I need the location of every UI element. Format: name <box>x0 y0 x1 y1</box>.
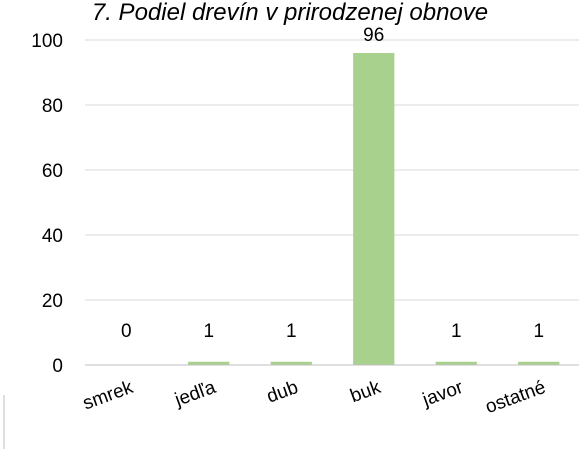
data-label-ostatné: 1 <box>533 321 544 342</box>
bar-javor <box>435 361 477 365</box>
x-tick-label-ostatné: ostatné <box>483 377 549 418</box>
x-tick-label-javor: javor <box>419 377 466 411</box>
bar-ostatné <box>518 361 560 365</box>
data-label-jedľa: 1 <box>203 321 214 342</box>
bar-dub <box>270 361 312 365</box>
chart-title: 7. Podiel drevín v prirodzenej obnove <box>92 0 488 26</box>
y-tick-label-100: 100 <box>31 31 63 52</box>
y-tick-label-40: 40 <box>42 226 63 247</box>
y-tick-label-0: 0 <box>52 356 63 377</box>
bar-buk <box>353 53 395 365</box>
axes <box>3 364 579 449</box>
x-tick-label-jedľa: jedľa <box>171 377 218 411</box>
labels: 0 20 40 60 80 100 0 smrek 1 jedľa 1 dub 96 buk 1 javor 1… <box>31 25 548 418</box>
y-tick-label-20: 20 <box>42 291 63 312</box>
x-tick-label-buk: buk <box>347 377 383 407</box>
data-label-smrek: 0 <box>121 321 132 342</box>
data-label-buk: 96 <box>363 25 384 46</box>
bars <box>188 53 560 365</box>
data-label-javor: 1 <box>451 321 462 342</box>
y-tick-label-60: 60 <box>42 161 63 182</box>
bar-jedľa <box>188 361 230 365</box>
gridlines <box>85 39 579 301</box>
data-label-dub: 1 <box>286 321 297 342</box>
x-tick-label-smrek: smrek <box>80 377 136 415</box>
y-tick-label-80: 80 <box>42 96 63 117</box>
x-tick-label-dub: dub <box>264 377 301 408</box>
